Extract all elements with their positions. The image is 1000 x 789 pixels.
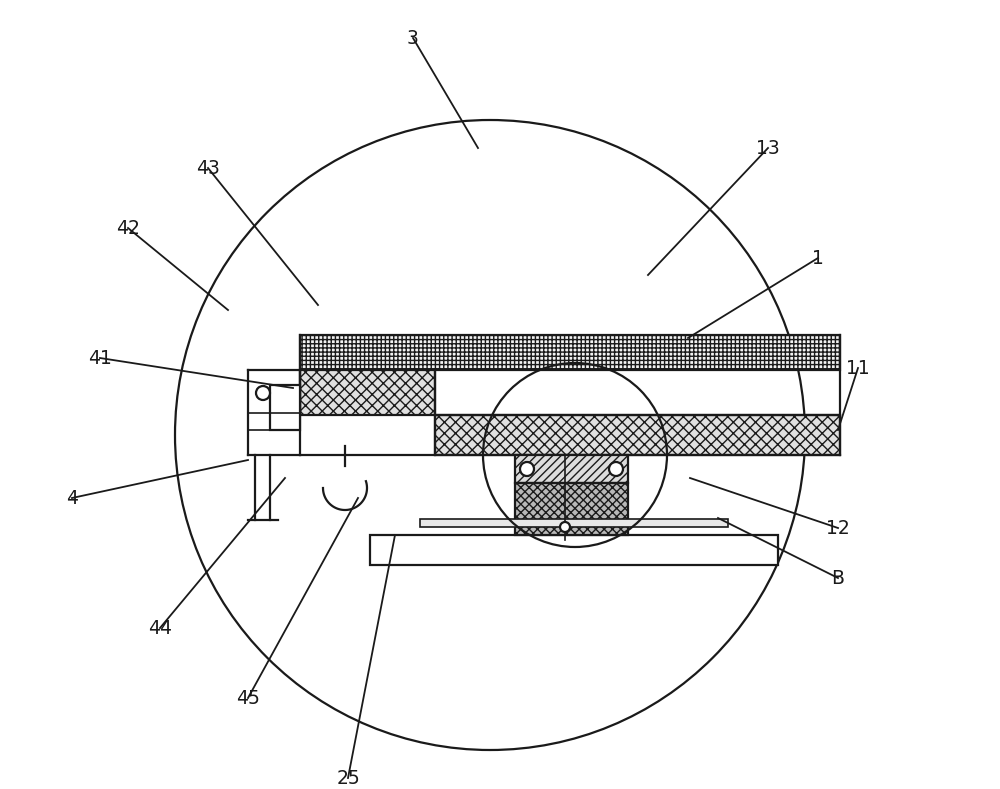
Circle shape: [256, 386, 270, 400]
Text: 43: 43: [196, 159, 220, 178]
Text: 1: 1: [812, 249, 824, 267]
Bar: [515, 455, 628, 483]
Circle shape: [520, 462, 534, 476]
Circle shape: [560, 522, 570, 532]
Text: 13: 13: [756, 139, 780, 158]
Text: 11: 11: [846, 358, 870, 377]
Text: 4: 4: [66, 488, 78, 507]
Bar: [300, 370, 435, 415]
Circle shape: [609, 462, 623, 476]
Text: 44: 44: [148, 619, 172, 638]
Text: 3: 3: [407, 28, 419, 47]
Text: 45: 45: [236, 689, 260, 708]
Bar: [420, 519, 728, 527]
Bar: [435, 415, 840, 455]
Text: 41: 41: [88, 349, 112, 368]
Bar: [515, 483, 628, 535]
Bar: [300, 335, 840, 370]
Text: 42: 42: [116, 219, 140, 237]
Bar: [270, 385, 300, 430]
Text: 25: 25: [336, 768, 360, 787]
Text: B: B: [832, 569, 844, 588]
Text: 12: 12: [826, 518, 850, 537]
Bar: [370, 535, 778, 565]
